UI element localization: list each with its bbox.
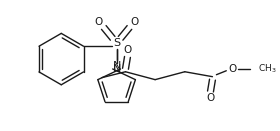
Text: N: N [113, 61, 121, 71]
Text: N: N [113, 64, 121, 74]
Text: O: O [123, 45, 132, 55]
Text: O: O [130, 17, 139, 26]
Text: CH$_3$: CH$_3$ [258, 62, 277, 75]
Text: O: O [206, 93, 214, 103]
Text: S: S [113, 38, 120, 48]
Text: O: O [228, 64, 236, 74]
Text: O: O [95, 17, 103, 26]
